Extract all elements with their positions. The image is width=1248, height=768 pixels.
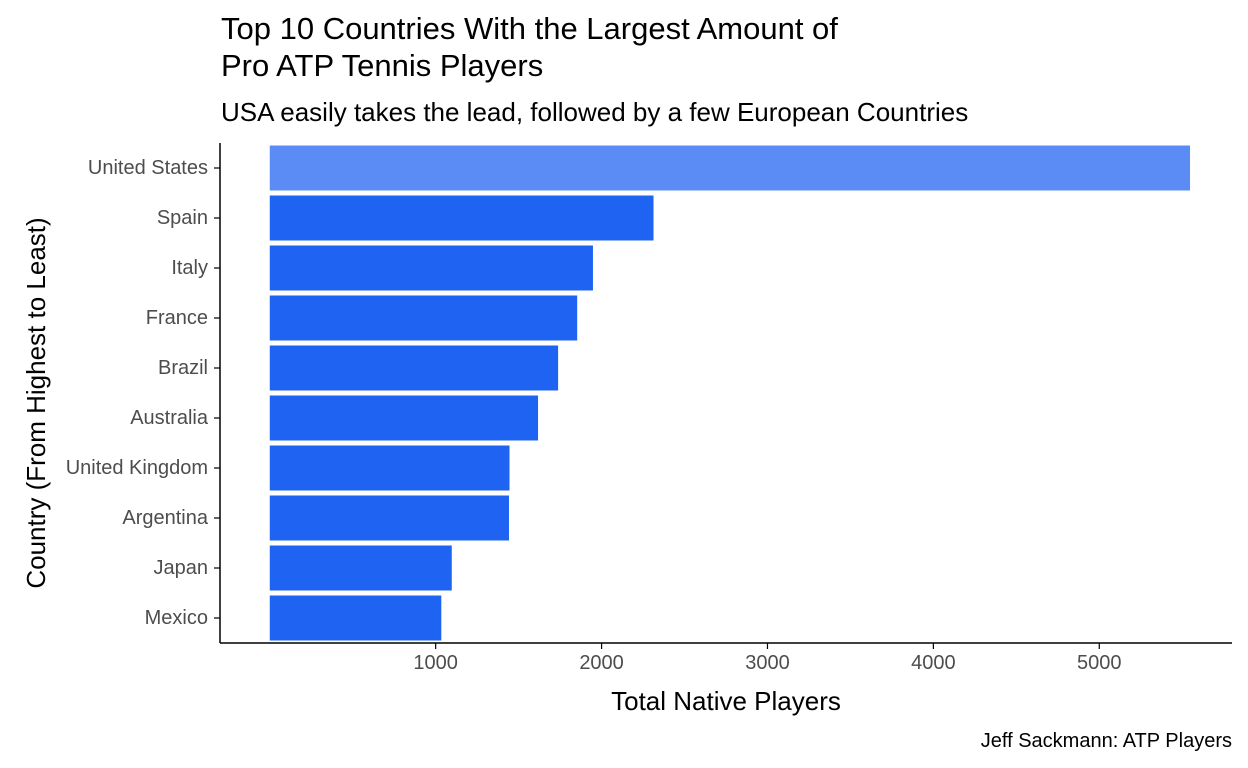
y-tick-label: United Kingdom [66,457,208,479]
y-tick-label: Brazil [158,357,208,379]
x-tick-label: 2000 [579,652,624,674]
chart-title: Top 10 Countries With the Largest Amount… [221,10,1121,84]
x-axis-title: Total Native Players [611,686,841,716]
y-tick-label: France [146,307,208,329]
bar-italy [269,245,593,291]
bar-australia [269,395,539,441]
y-tick-label: Spain [157,207,208,229]
x-tick-label: 5000 [1077,652,1122,674]
y-axis-title: Country (From Highest to Least) [21,217,51,588]
x-tick-label: 1000 [413,652,458,674]
bar-argentina [269,495,510,541]
bar-france [269,295,578,341]
y-tick-label: Argentina [122,507,208,529]
x-tick-label: 4000 [911,652,956,674]
bar-united-kingdom [269,445,510,491]
bar-japan [269,545,452,591]
bar-brazil [269,345,559,391]
chart-title-line-2: Pro ATP Tennis Players [221,48,544,83]
chart-subtitle: USA easily takes the lead, followed by a… [221,97,969,127]
y-tick-label: Japan [154,557,209,579]
chart-title-line-1: Top 10 Countries With the Largest Amount… [221,11,838,46]
bar-mexico [269,595,442,641]
x-tick-label: 3000 [745,652,790,674]
y-tick-label: Mexico [145,607,208,629]
bar-spain [269,195,654,241]
chart-caption: Jeff Sackmann: ATP Players [980,730,1232,752]
y-tick-label: Australia [130,407,209,429]
y-tick-label: Italy [171,257,208,279]
y-tick-label: United States [88,157,208,179]
bar-united-states [269,145,1191,191]
